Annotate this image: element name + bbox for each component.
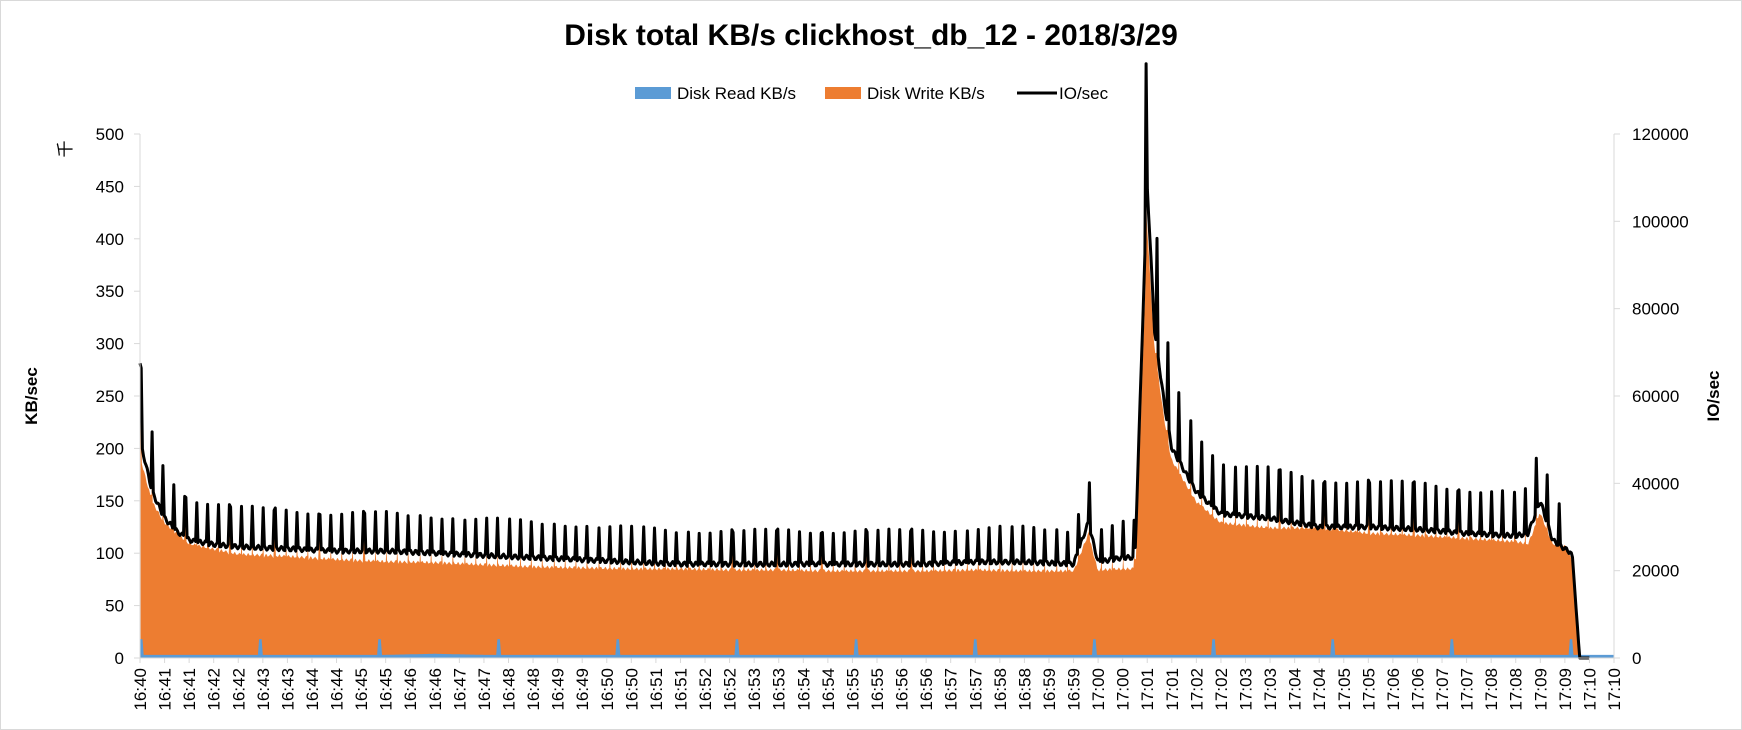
x-tick-label: 16:50 (622, 668, 641, 711)
x-tick-label: 16:46 (426, 668, 445, 711)
y-tick-label: 450 (96, 177, 124, 196)
x-tick-label: 17:05 (1359, 668, 1378, 711)
legend-swatch-disk-write (825, 87, 861, 99)
x-tick-label: 16:47 (450, 668, 469, 711)
y2-tick-label: 60000 (1632, 387, 1679, 406)
x-tick-label: 17:09 (1556, 668, 1575, 711)
y-tick-label: 200 (96, 439, 124, 458)
x-tick-label: 16:50 (598, 668, 617, 711)
x-tick-label: 16:55 (868, 668, 887, 711)
x-tick-label: 16:45 (352, 668, 371, 711)
chart-title: Disk total KB/s clickhost_db_12 - 2018/3… (564, 19, 1178, 52)
x-tick-label: 16:40 (131, 668, 150, 711)
x-tick-label: 16:51 (671, 668, 690, 711)
y2-tick-label: 120000 (1632, 125, 1689, 144)
x-tick-label: 17:01 (1163, 668, 1182, 711)
x-tick-label: 16:53 (770, 668, 789, 711)
x-tick-label: 16:59 (1040, 668, 1059, 711)
x-tick-label: 16:41 (180, 668, 199, 711)
x-tick-label: 16:46 (401, 668, 420, 711)
series-area-disk-write (139, 145, 1590, 659)
x-tick-label: 16:49 (573, 668, 592, 711)
legend-label-disk-read: Disk Read KB/s (677, 84, 796, 103)
series-area-disk-read (140, 639, 1614, 658)
y-tick-label: 150 (96, 492, 124, 511)
x-tick-label: 16:58 (991, 668, 1010, 711)
x-tick-label: 16:54 (819, 668, 838, 711)
x-tick-label: 17:05 (1335, 668, 1354, 711)
y-tick-label: 300 (96, 335, 124, 354)
x-tick-label: 16:48 (524, 668, 543, 711)
x-tick-label: 16:56 (893, 668, 912, 711)
x-tick-label: 16:57 (942, 668, 961, 711)
x-tick-label: 17:07 (1458, 668, 1477, 711)
x-tick-label: 17:01 (1138, 668, 1157, 711)
y-tick-label: 0 (115, 649, 124, 668)
x-tick-label: 16:44 (303, 668, 322, 711)
y2-tick-label: 40000 (1632, 474, 1679, 493)
x-tick-label: 17:06 (1408, 668, 1427, 711)
x-tick-label: 16:51 (647, 668, 666, 711)
legend-label-io: IO/sec (1059, 84, 1109, 103)
y2-tick-label: 80000 (1632, 300, 1679, 319)
x-tick-label: 17:10 (1605, 668, 1624, 711)
legend-swatch-disk-read (635, 87, 671, 99)
y-tick-label: 250 (96, 387, 124, 406)
y-tick-label: 100 (96, 544, 124, 563)
y-tick-label: 50 (105, 597, 124, 616)
legend-label-disk-write: Disk Write KB/s (867, 84, 985, 103)
x-tick-label: 16:57 (966, 668, 985, 711)
x-tick-label: 16:47 (475, 668, 494, 711)
x-tick-label: 16:49 (549, 668, 568, 711)
x-tick-label: 16:45 (377, 668, 396, 711)
x-tick-label: 17:07 (1433, 668, 1452, 711)
x-tick-label: 16:42 (205, 668, 224, 711)
y-tick-label: 350 (96, 282, 124, 301)
x-tick-label: 16:59 (1065, 668, 1084, 711)
x-tick-label: 16:55 (843, 668, 862, 711)
x-tick-label: 16:54 (794, 668, 813, 711)
x-tick-label: 16:52 (696, 668, 715, 711)
y2-tick-label: 20000 (1632, 562, 1679, 581)
x-tick-label: 17:08 (1482, 668, 1501, 711)
x-tick-label: 16:43 (278, 668, 297, 711)
x-tick-label: 17:02 (1187, 668, 1206, 711)
x-tick-label: 17:09 (1531, 668, 1550, 711)
x-tick-label: 17:08 (1507, 668, 1526, 711)
x-tick-label: 17:03 (1261, 668, 1280, 711)
x-tick-label: 16:53 (745, 668, 764, 711)
x-tick-label: 17:06 (1384, 668, 1403, 711)
x-tick-label: 17:00 (1114, 668, 1133, 711)
x-tick-label: 16:44 (328, 668, 347, 711)
y2-tick-label: 100000 (1632, 212, 1689, 231)
x-tick-label: 17:00 (1089, 668, 1108, 711)
y-tick-label: 500 (96, 125, 124, 144)
x-tick-label: 17:04 (1310, 668, 1329, 711)
x-tick-label: 17:10 (1580, 668, 1599, 711)
y-axis-title: KB/sec (22, 367, 41, 425)
x-tick-label: 17:04 (1286, 668, 1305, 711)
series-line-io (138, 62, 1590, 660)
x-tick-label: 16:52 (721, 668, 740, 711)
y2-axis-title: IO/sec (1704, 370, 1723, 421)
x-tick-label: 16:42 (229, 668, 248, 711)
x-tick-label: 16:58 (1015, 668, 1034, 711)
x-tick-label: 16:48 (500, 668, 519, 711)
x-tick-label: 16:43 (254, 668, 273, 711)
x-tick-label: 16:41 (156, 668, 175, 711)
y-tick-label: 400 (96, 230, 124, 249)
x-tick-label: 17:03 (1237, 668, 1256, 711)
y2-tick-label: 0 (1632, 649, 1641, 668)
x-tick-label: 16:56 (917, 668, 936, 711)
y-axis-unit-label: 千 (56, 141, 75, 158)
x-tick-label: 17:02 (1212, 668, 1231, 711)
